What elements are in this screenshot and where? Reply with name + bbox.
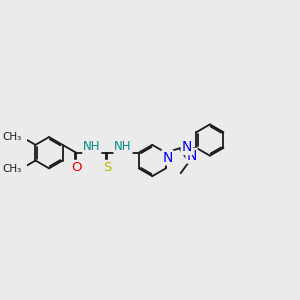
Text: CH₃: CH₃ — [2, 164, 21, 174]
Text: N: N — [162, 151, 172, 165]
Text: N: N — [182, 140, 192, 154]
Text: S: S — [103, 161, 112, 174]
Text: CH₃: CH₃ — [2, 132, 21, 142]
Text: N: N — [186, 149, 197, 163]
Text: NH: NH — [114, 140, 132, 153]
Text: NH: NH — [83, 140, 100, 153]
Text: O: O — [71, 161, 81, 174]
